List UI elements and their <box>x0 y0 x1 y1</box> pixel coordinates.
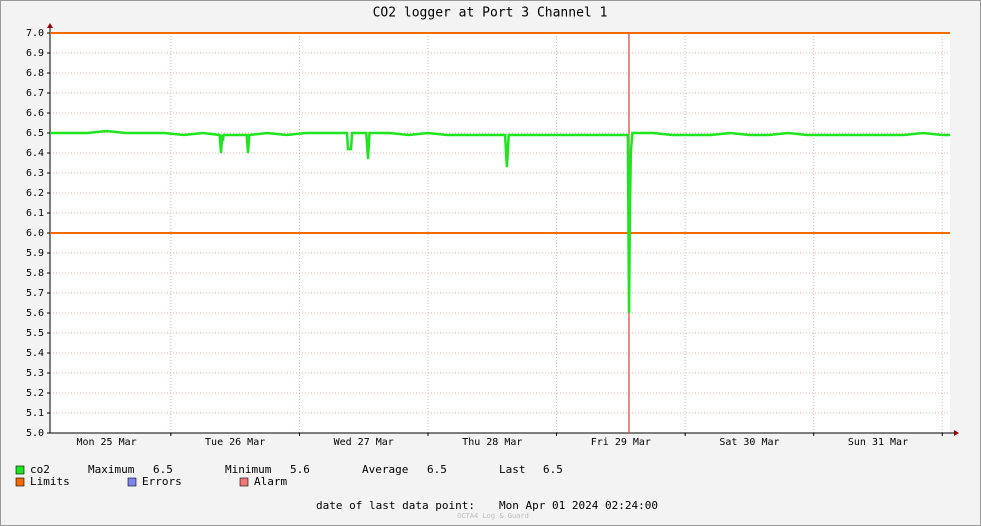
y-tick-label: 6.0 <box>26 228 44 239</box>
y-tick-label: 5.3 <box>26 368 44 379</box>
x-tick-label: Tue 26 Mar <box>205 437 265 448</box>
stat-label: Last <box>499 463 526 476</box>
x-tick-label: Sat 30 Mar <box>719 437 779 448</box>
y-tick-label: 6.5 <box>26 128 44 139</box>
y-tick-label: 5.2 <box>26 388 44 399</box>
legend-swatch <box>15 465 25 475</box>
y-tick-label: 7.0 <box>26 28 44 39</box>
chart-title: CO2 logger at Port 3 Channel 1 <box>373 6 608 21</box>
x-axis-arrow <box>954 430 959 436</box>
y-axis-arrow <box>47 23 53 28</box>
legend-swatch <box>127 477 137 487</box>
stat-label: Average <box>362 463 408 476</box>
y-tick-label: 5.6 <box>26 308 44 319</box>
legend-label: Alarm <box>254 475 287 488</box>
y-tick-label: 6.7 <box>26 88 44 99</box>
y-tick-label: 5.1 <box>26 408 44 419</box>
stat-value: 5.6 <box>290 463 310 476</box>
y-tick-label: 6.6 <box>26 108 44 119</box>
stat-value: 6.5 <box>153 463 173 476</box>
y-tick-label: 5.9 <box>26 248 44 259</box>
y-tick-label: 5.8 <box>26 268 44 279</box>
stat-label: Minimum <box>225 463 272 476</box>
legend-swatch <box>239 477 249 487</box>
x-tick-label: Wed 27 Mar <box>334 437 394 448</box>
footer-label: date of last data point: <box>316 499 475 512</box>
legend-label: co2 <box>30 463 50 476</box>
stat-value: 6.5 <box>543 463 563 476</box>
x-tick-label: Mon 25 Mar <box>76 437 136 448</box>
legend-label: Errors <box>142 475 182 488</box>
y-tick-label: 5.7 <box>26 288 44 299</box>
stat-value: 6.5 <box>427 463 447 476</box>
x-tick-label: Fri 29 Mar <box>591 437 651 448</box>
watermark: OCTA4 Log & Guard <box>457 512 529 520</box>
legend-label: Limits <box>30 475 70 488</box>
x-tick-label: Sun 31 Mar <box>848 437 908 448</box>
y-tick-label: 6.4 <box>26 148 44 159</box>
y-tick-label: 5.4 <box>26 348 44 359</box>
stat-label: Maximum <box>88 463 135 476</box>
y-tick-label: 5.5 <box>26 328 44 339</box>
x-tick-label: Thu 28 Mar <box>462 437 522 448</box>
legend-swatch <box>15 477 25 487</box>
y-tick-label: 6.2 <box>26 188 44 199</box>
y-tick-label: 6.9 <box>26 48 44 59</box>
y-tick-label: 6.8 <box>26 68 44 79</box>
data-line <box>50 129 950 314</box>
y-tick-label: 6.1 <box>26 208 44 219</box>
footer-value: Mon Apr 01 2024 02:24:00 <box>499 499 658 512</box>
y-tick-label: 6.3 <box>26 168 44 179</box>
y-tick-label: 5.0 <box>26 428 44 439</box>
